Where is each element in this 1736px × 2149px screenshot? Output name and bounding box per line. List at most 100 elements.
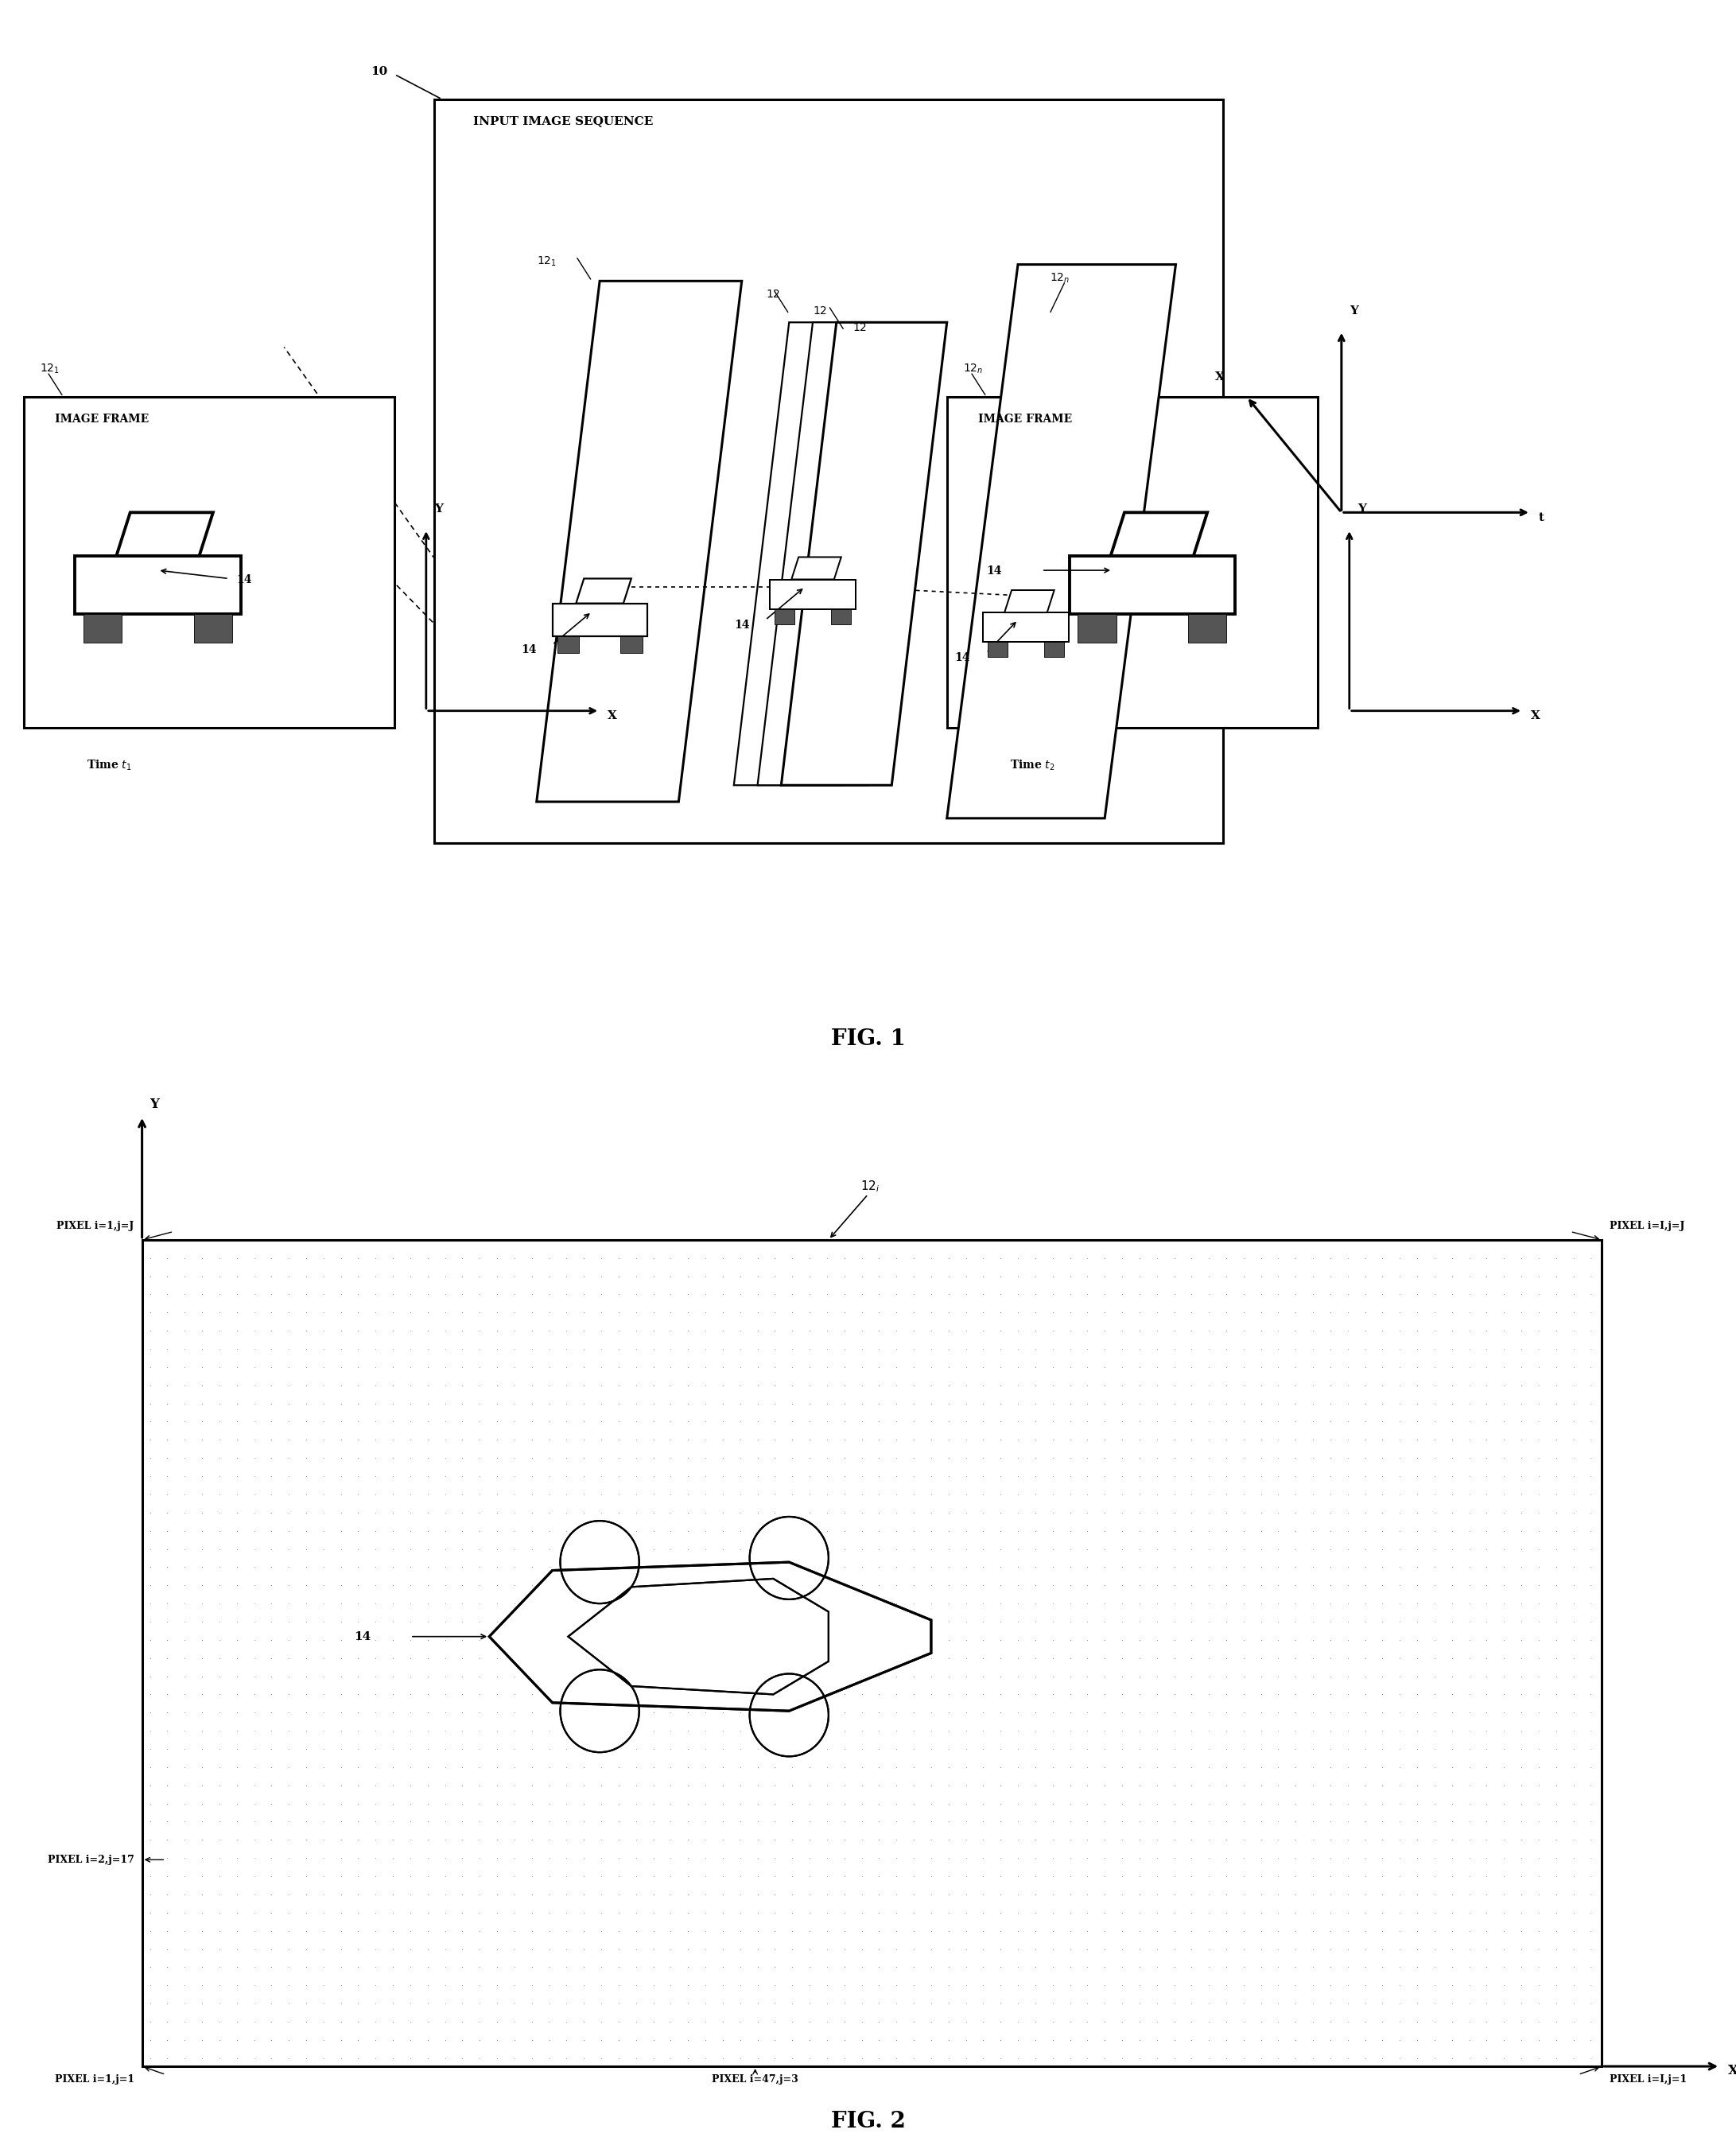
Point bbox=[378, 1296, 406, 1330]
Point bbox=[969, 1405, 996, 1440]
Point bbox=[1351, 1968, 1378, 2003]
Point bbox=[413, 1586, 441, 1620]
Point bbox=[1559, 1732, 1587, 1766]
Point bbox=[326, 1949, 354, 1984]
Point bbox=[674, 1459, 701, 1494]
Point bbox=[969, 1786, 996, 1820]
Point bbox=[240, 1405, 267, 1440]
Point bbox=[1333, 1240, 1361, 1274]
Point bbox=[1264, 1440, 1292, 1474]
Point bbox=[517, 1932, 545, 1966]
Point bbox=[1160, 1732, 1187, 1766]
Point bbox=[1038, 1659, 1066, 1693]
Point bbox=[153, 1405, 181, 1440]
Point bbox=[517, 1513, 545, 1547]
Point bbox=[1368, 1332, 1396, 1367]
Point bbox=[309, 1986, 337, 2020]
Point bbox=[552, 1240, 580, 1274]
Point bbox=[1316, 1805, 1344, 1840]
Point bbox=[986, 1313, 1014, 1347]
Point bbox=[517, 1549, 545, 1584]
Point bbox=[1559, 1440, 1587, 1474]
Point bbox=[656, 1732, 684, 1766]
Point bbox=[569, 1440, 597, 1474]
Point bbox=[135, 1296, 163, 1330]
Point bbox=[1403, 1440, 1430, 1474]
Point bbox=[986, 1659, 1014, 1693]
Point bbox=[552, 1532, 580, 1567]
Point bbox=[361, 1642, 389, 1676]
Point bbox=[1524, 1386, 1552, 1420]
Point bbox=[674, 1586, 701, 1620]
Point bbox=[240, 1968, 267, 2003]
Point bbox=[951, 1859, 979, 1893]
Point bbox=[1264, 1822, 1292, 1857]
Point bbox=[604, 1822, 632, 1857]
Point bbox=[257, 1513, 285, 1547]
Point bbox=[240, 1932, 267, 1966]
Point bbox=[170, 1822, 198, 1857]
Point bbox=[1333, 1369, 1361, 1403]
Point bbox=[552, 1749, 580, 1784]
Point bbox=[1368, 1513, 1396, 1547]
Point bbox=[431, 1822, 458, 1857]
Point bbox=[1316, 1259, 1344, 1294]
Point bbox=[604, 1259, 632, 1294]
Point bbox=[1351, 1586, 1378, 1620]
Point bbox=[726, 1676, 753, 1711]
Point bbox=[569, 1586, 597, 1620]
Point bbox=[656, 1423, 684, 1457]
Text: $12_i$: $12_i$ bbox=[859, 1180, 880, 1195]
Point bbox=[1177, 1642, 1205, 1676]
Point bbox=[517, 1459, 545, 1494]
Point bbox=[1246, 1949, 1274, 1984]
Point bbox=[691, 1713, 719, 1747]
Point bbox=[1403, 1769, 1430, 1803]
Point bbox=[1576, 1786, 1604, 1820]
Point bbox=[1333, 1296, 1361, 1330]
Point bbox=[1108, 1878, 1135, 1913]
Point bbox=[1455, 1313, 1483, 1347]
Point bbox=[153, 1496, 181, 1530]
Point bbox=[1455, 1513, 1483, 1547]
Point bbox=[847, 2022, 875, 2057]
Point bbox=[1038, 1296, 1066, 1330]
Point bbox=[205, 2022, 233, 2057]
Point bbox=[1489, 1332, 1517, 1367]
Point bbox=[1420, 1313, 1448, 1347]
Point bbox=[1160, 1642, 1187, 1676]
Point bbox=[708, 1586, 736, 1620]
Point bbox=[535, 1713, 562, 1747]
Point bbox=[917, 1240, 944, 1274]
Point bbox=[431, 1513, 458, 1547]
Point bbox=[934, 1786, 962, 1820]
Point bbox=[1194, 2022, 1222, 2057]
Point bbox=[1472, 1932, 1500, 1966]
Point bbox=[1472, 1350, 1500, 1384]
Point bbox=[795, 1659, 823, 1693]
Point bbox=[135, 1569, 163, 1603]
Point bbox=[830, 1277, 858, 1311]
Point bbox=[326, 1423, 354, 1457]
Point bbox=[413, 1786, 441, 1820]
Text: 14: 14 bbox=[521, 645, 536, 655]
Point bbox=[1403, 1786, 1430, 1820]
Point bbox=[639, 1586, 667, 1620]
Point bbox=[1125, 2005, 1153, 2039]
Point bbox=[274, 1459, 302, 1494]
Point bbox=[1455, 1605, 1483, 1640]
Point bbox=[1524, 1696, 1552, 1730]
Point bbox=[1177, 1549, 1205, 1584]
Point bbox=[1524, 1749, 1552, 1784]
Point bbox=[621, 1459, 649, 1494]
Point bbox=[812, 1642, 840, 1676]
Point bbox=[465, 1423, 493, 1457]
Point bbox=[726, 2005, 753, 2039]
Point bbox=[760, 1659, 788, 1693]
Point bbox=[986, 1605, 1014, 1640]
Point bbox=[1281, 2042, 1309, 2076]
Point bbox=[222, 1423, 250, 1457]
Point bbox=[1229, 1386, 1257, 1420]
Point bbox=[1160, 1313, 1187, 1347]
Point bbox=[1559, 1713, 1587, 1747]
